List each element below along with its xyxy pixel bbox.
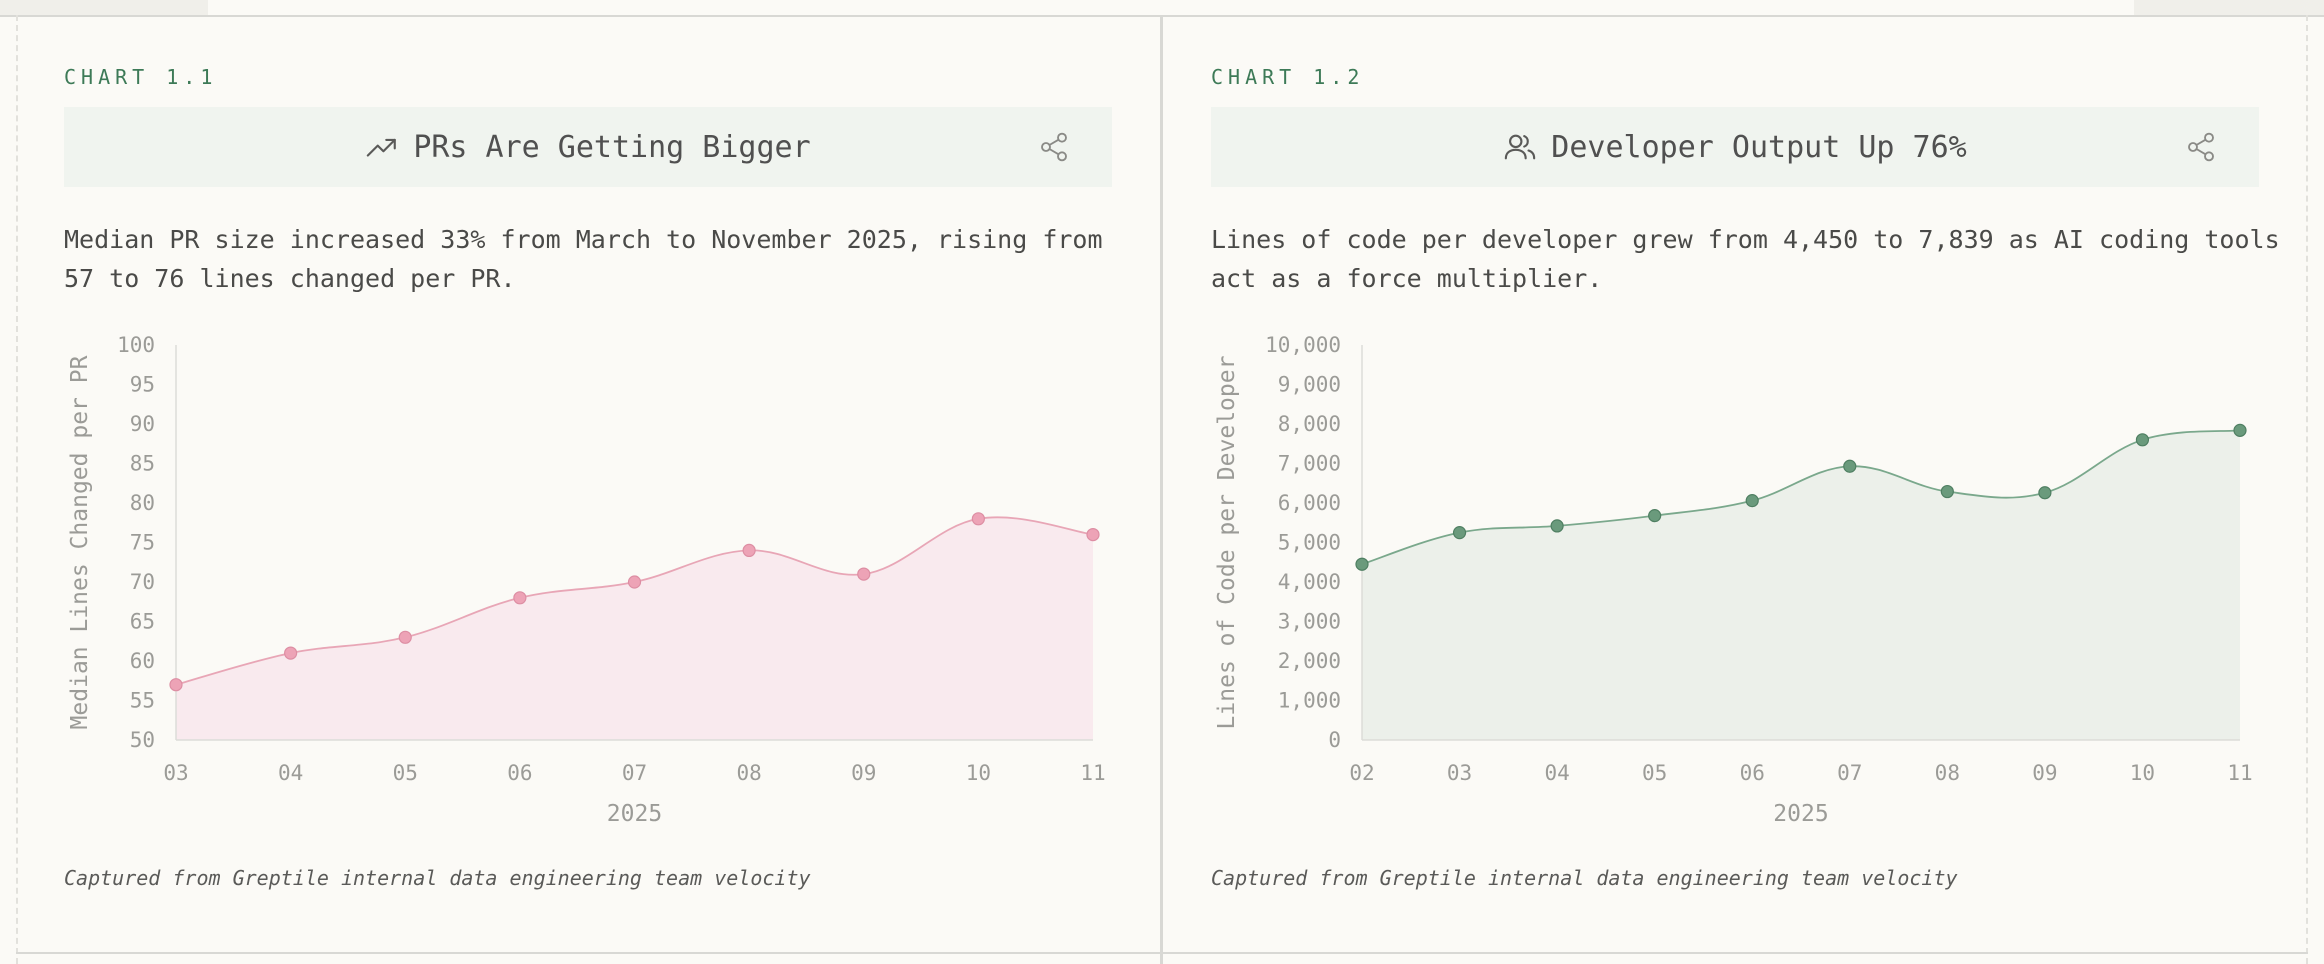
chart-title: PRs Are Getting Bigger <box>413 129 811 165</box>
x-tick-label: 05 <box>1642 761 1667 785</box>
top-tab-left <box>0 0 208 15</box>
share-icon[interactable] <box>1038 131 1070 163</box>
bottom-rule <box>16 952 2308 954</box>
y-tick-label: 60 <box>130 649 155 673</box>
left-dashed-border <box>16 15 18 964</box>
y-axis-title: Median Lines Changed per PR <box>67 355 93 729</box>
y-tick-label: 3,000 <box>1278 610 1341 634</box>
x-axis-title: 2025 <box>1773 801 1828 827</box>
pr-size-chart: 100 95 90 85 80 75 70 65 60 55 50 03 04 05 06 07 08 09 10 1… <box>67 333 1106 827</box>
users-icon <box>1505 134 1536 160</box>
data-point <box>1940 484 1954 499</box>
developer-output-chart: 10,000 9,000 8,000 7,000 6,000 5,000 4,000 3,00… <box>1214 333 2253 827</box>
data-point <box>1843 459 1857 473</box>
y-tick-label: 8,000 <box>1278 412 1341 436</box>
x-tick-label: 11 <box>2227 761 2252 785</box>
top-tab-right <box>2134 0 2324 15</box>
y-tick-label: 50 <box>130 728 155 752</box>
y-tick-label: 90 <box>130 412 155 436</box>
x-tick-label: 11 <box>1080 761 1105 785</box>
chart-title-bar: PRs Are Getting Bigger <box>64 107 1112 187</box>
x-tick-label: 10 <box>966 761 991 785</box>
x-tick-label: 03 <box>1447 761 1472 785</box>
data-point <box>398 630 412 644</box>
panel-divider <box>1160 15 1163 964</box>
y-tick-label: 7,000 <box>1278 452 1341 476</box>
share-icon[interactable] <box>2185 131 2217 163</box>
data-point <box>2038 486 2052 500</box>
y-tick-label: 55 <box>130 689 155 713</box>
chart-caption: Captured from Greptile internal data eng… <box>64 866 811 890</box>
area-fill <box>176 517 1093 740</box>
data-point <box>1648 509 1662 523</box>
y-tick-label: 100 <box>117 333 155 357</box>
data-point <box>1745 494 1759 508</box>
x-axis-title: 2025 <box>607 801 662 827</box>
area-fill <box>1362 430 2240 740</box>
data-point <box>2233 423 2247 437</box>
y-tick-label: 65 <box>130 610 155 634</box>
data-point <box>2135 433 2150 447</box>
y-tick-label: 80 <box>130 491 155 515</box>
x-tick-label: 07 <box>622 761 647 785</box>
chart-eyebrow: CHART 1.1 <box>64 65 218 89</box>
x-tick-label: 04 <box>278 761 303 785</box>
x-tick-label: 10 <box>2130 761 2155 785</box>
y-tick-label: 2,000 <box>1278 649 1341 673</box>
y-tick-label: 75 <box>130 531 155 555</box>
x-tick-label: 06 <box>1740 761 1765 785</box>
data-point <box>169 678 183 692</box>
y-tick-label: 5,000 <box>1278 531 1341 555</box>
y-tick-label: 70 <box>130 570 155 594</box>
y-tick-label: 9,000 <box>1278 373 1341 397</box>
data-point <box>284 646 298 660</box>
x-tick-label: 04 <box>1544 761 1569 785</box>
y-axis-title: Lines of Code per Developer <box>1214 356 1240 730</box>
x-tick-label: 03 <box>163 761 188 785</box>
data-point <box>742 543 756 558</box>
chart-eyebrow: CHART 1.2 <box>1211 65 1365 89</box>
data-point <box>627 575 642 589</box>
data-point <box>857 567 871 581</box>
data-point <box>1086 527 1100 542</box>
chart-title-bar: Developer Output Up 76% <box>1211 107 2259 187</box>
x-tick-label: 07 <box>1837 761 1862 785</box>
chart-title: Developer Output Up 76% <box>1551 129 1967 165</box>
x-tick-label: 09 <box>2032 761 2057 785</box>
data-point <box>971 512 985 526</box>
chart-caption: Captured from Greptile internal data eng… <box>1211 866 1958 890</box>
series-line <box>1361 429 2241 566</box>
y-tick-label: 1,000 <box>1278 689 1341 713</box>
x-tick-label: 09 <box>851 761 876 785</box>
chart-description: Lines of code per developer grew from 4,… <box>1211 225 2280 293</box>
data-point <box>513 591 527 605</box>
x-tick-label: 08 <box>736 761 761 785</box>
data-point <box>1452 526 1467 540</box>
y-tick-label: 6,000 <box>1278 491 1341 515</box>
x-tick-label: 02 <box>1349 761 1374 785</box>
chart-card-developer-output: CHART 1.2 Developer Output Up 76% Lines … <box>1163 15 2308 952</box>
x-tick-label: 05 <box>393 761 418 785</box>
y-tick-label: 10,000 <box>1265 333 1341 357</box>
x-tick-label: 08 <box>1935 761 1960 785</box>
data-point <box>1355 557 1369 571</box>
y-tick-label: 0 <box>1328 728 1341 752</box>
chart-card-pr-size: CHART 1.1 PRs Are Getting Bigger Median … <box>16 15 1161 952</box>
data-point <box>1550 519 1564 533</box>
y-tick-label: 85 <box>130 452 155 476</box>
trending-up-icon <box>367 138 397 157</box>
y-tick-label: 4,000 <box>1278 570 1341 594</box>
y-tick-label: 95 <box>130 373 155 397</box>
chart-description: Median PR size increased 33% from March … <box>64 225 1103 293</box>
right-dashed-border <box>2306 15 2308 964</box>
x-tick-label: 06 <box>507 761 532 785</box>
